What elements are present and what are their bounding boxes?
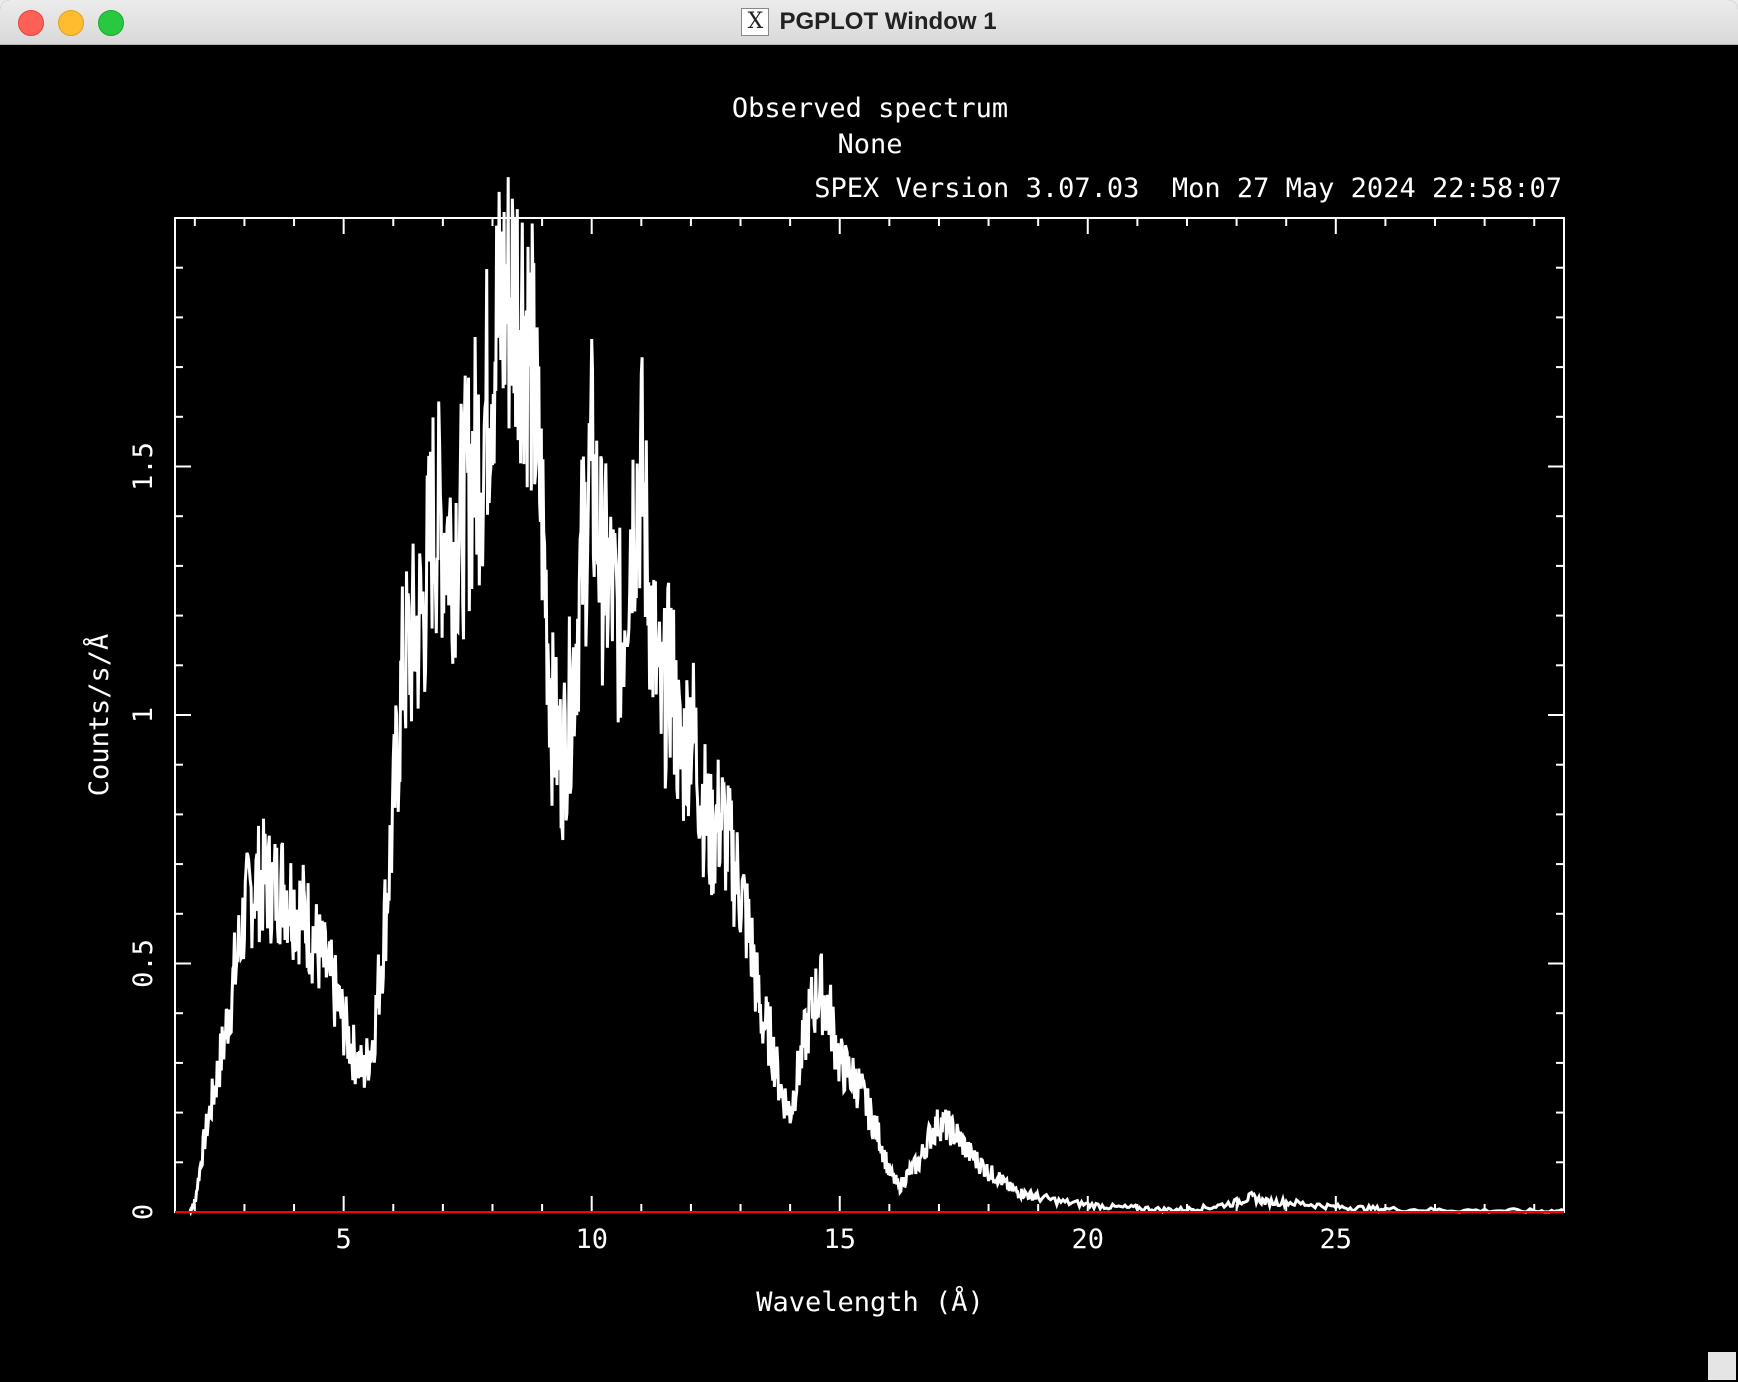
axis-tick-labels: 5 10 15 20 25 0 0.5 1 1.5 xyxy=(128,442,1352,1255)
x-tick-label: 20 xyxy=(1072,1224,1105,1255)
spectrum-chart: Observed spectrum None SPEX Version 3.07… xyxy=(83,93,1565,1318)
y-axis-label: Counts/s/Å xyxy=(83,634,115,797)
y-tick-label: 1.5 xyxy=(128,442,159,491)
chart-title: Observed spectrum xyxy=(732,93,1008,124)
y-tick-label: 0.5 xyxy=(128,939,159,988)
x-tick-label: 25 xyxy=(1320,1224,1353,1255)
axis-ticks xyxy=(175,217,1564,1213)
plot-frame xyxy=(174,217,1565,1213)
x-tick-label: 15 xyxy=(823,1224,856,1255)
window-title: PGPLOT Window 1 xyxy=(779,8,997,35)
chart-subtitle: None xyxy=(837,129,902,160)
close-button[interactable] xyxy=(18,10,44,36)
zoom-button[interactable] xyxy=(98,10,124,36)
x-axis-label: Wavelength (Å) xyxy=(756,1286,984,1318)
x-tick-label: 10 xyxy=(575,1224,608,1255)
resize-grip[interactable] xyxy=(1708,1352,1736,1380)
x11-icon: X xyxy=(741,8,770,36)
y-tick-label: 0 xyxy=(128,1204,159,1220)
minimize-button[interactable] xyxy=(58,10,84,36)
spectrum-line xyxy=(188,177,1565,1217)
y-tick-label: 1 xyxy=(128,707,159,723)
x-tick-label: 5 xyxy=(336,1224,352,1255)
version-line: SPEX Version 3.07.03 Mon 27 May 2024 22:… xyxy=(814,173,1562,204)
plot-area: Observed spectrum None SPEX Version 3.07… xyxy=(0,45,1738,1382)
title-bar[interactable]: X PGPLOT Window 1 xyxy=(0,0,1738,45)
